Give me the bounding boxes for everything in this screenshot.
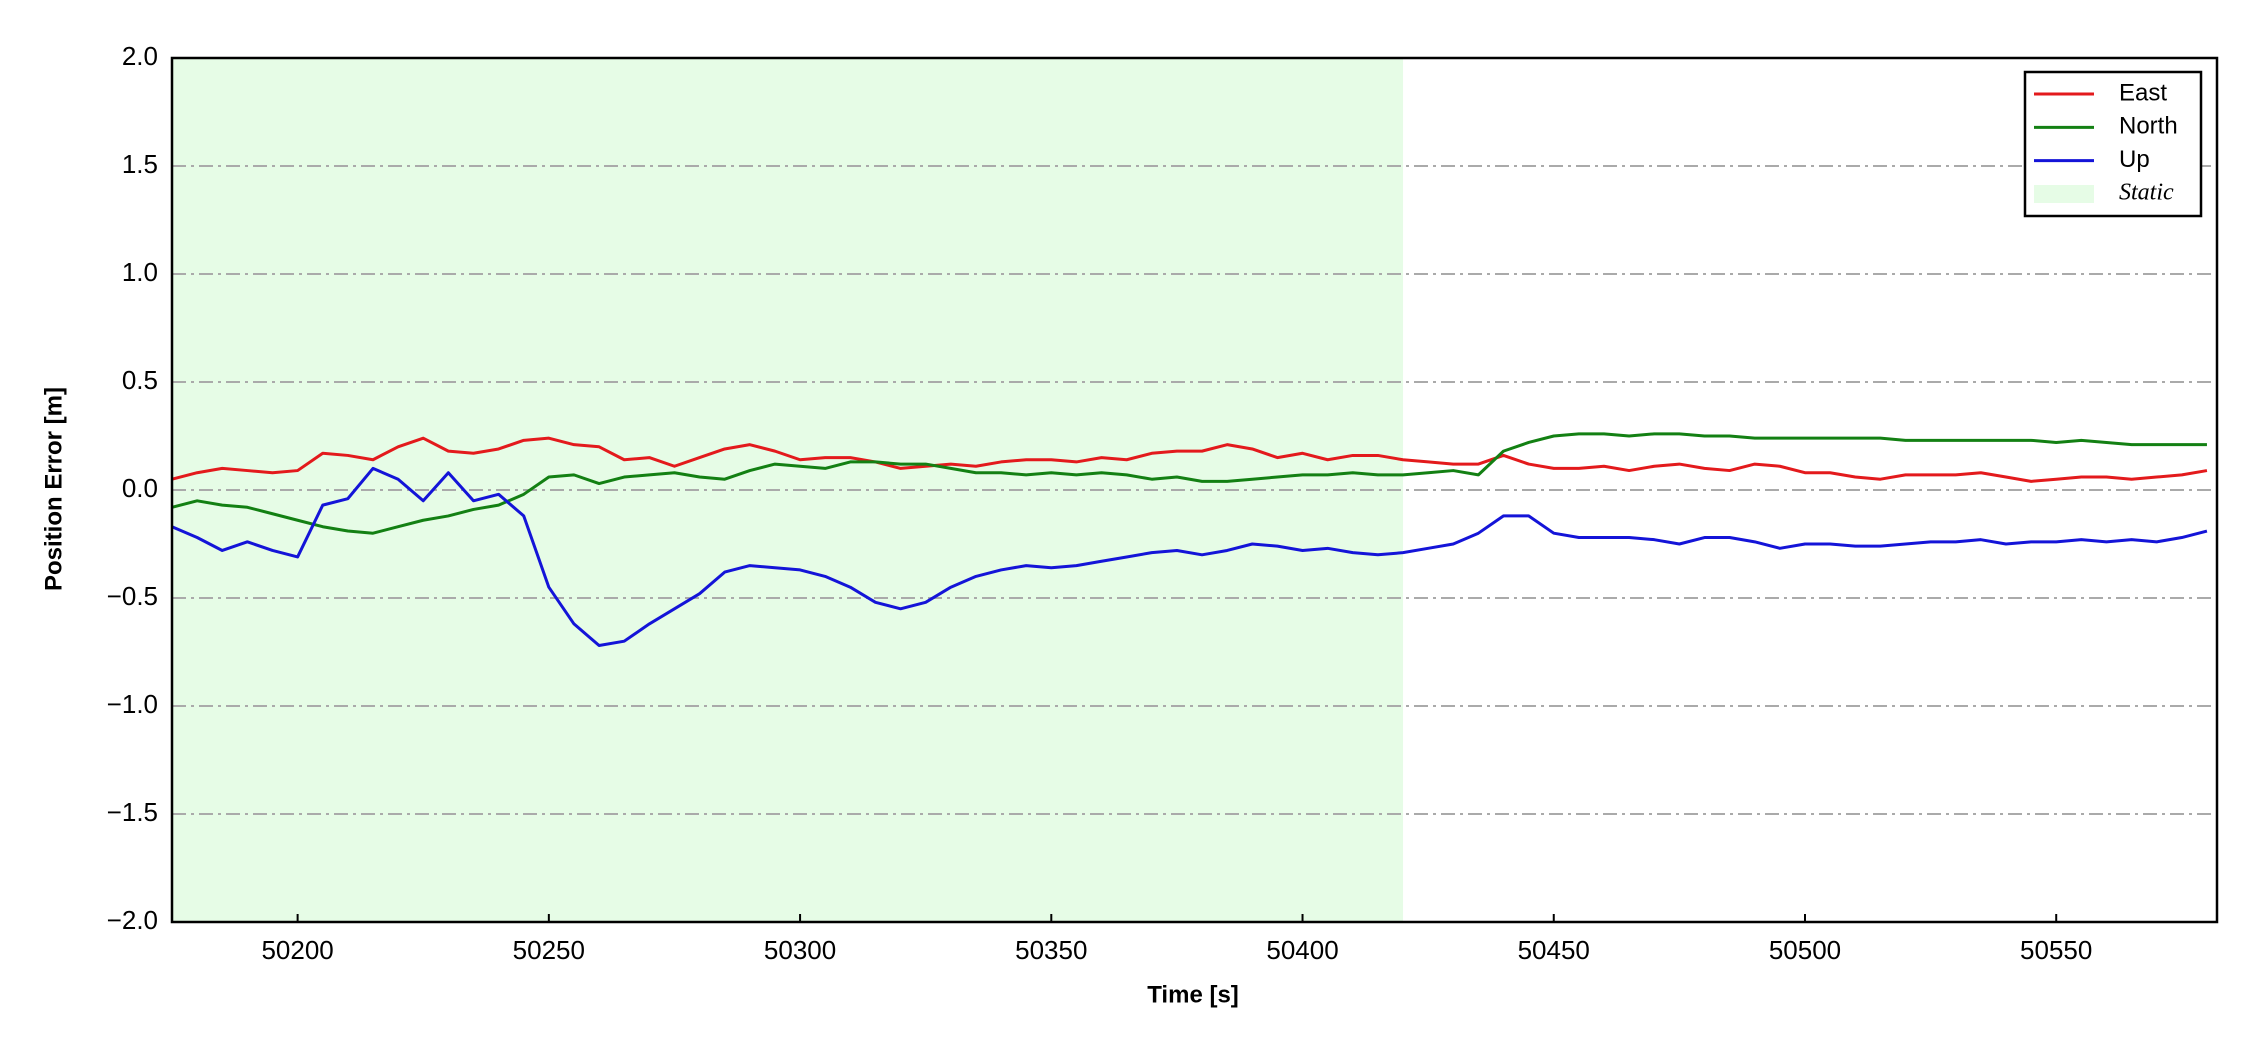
x-tick-label: 50200 — [261, 935, 333, 965]
plot-frame — [170, 56, 2219, 924]
x-tick-label: 50500 — [1769, 935, 1841, 965]
x-tick-label: 50300 — [764, 935, 836, 965]
y-tick-label: −1.5 — [107, 797, 158, 827]
series-line — [171, 466, 2208, 648]
legend-label: Static — [2119, 180, 2174, 206]
y-axis-label: Position Error [m] — [40, 387, 67, 591]
y-tick-label: −2.0 — [107, 905, 158, 935]
legend-swatch — [2034, 185, 2094, 203]
series-line — [171, 432, 2207, 535]
x-tick-label: 50450 — [1518, 935, 1590, 965]
x-tick-label: 50250 — [513, 935, 585, 965]
y-tick-label: 1.5 — [122, 149, 158, 179]
x-tick-label: 50350 — [1015, 935, 1087, 965]
legend-label: Up — [2119, 146, 2150, 173]
legend-label: East — [2119, 79, 2167, 106]
y-tick-label: 0.5 — [122, 365, 158, 395]
x-axis-label: Time [s] — [1147, 981, 1239, 1008]
y-tick-label: 2.0 — [122, 41, 158, 71]
y-tick-label: 1.0 — [122, 257, 158, 287]
legend-label: North — [2119, 113, 2178, 140]
x-tick-label: 50550 — [2020, 935, 2092, 965]
y-tick-label: −0.5 — [107, 581, 158, 611]
x-tick-label: 50400 — [1266, 935, 1338, 965]
series-line — [171, 436, 2208, 483]
y-tick-label: −1.0 — [107, 689, 158, 719]
y-tick-label: 0.0 — [122, 473, 158, 503]
